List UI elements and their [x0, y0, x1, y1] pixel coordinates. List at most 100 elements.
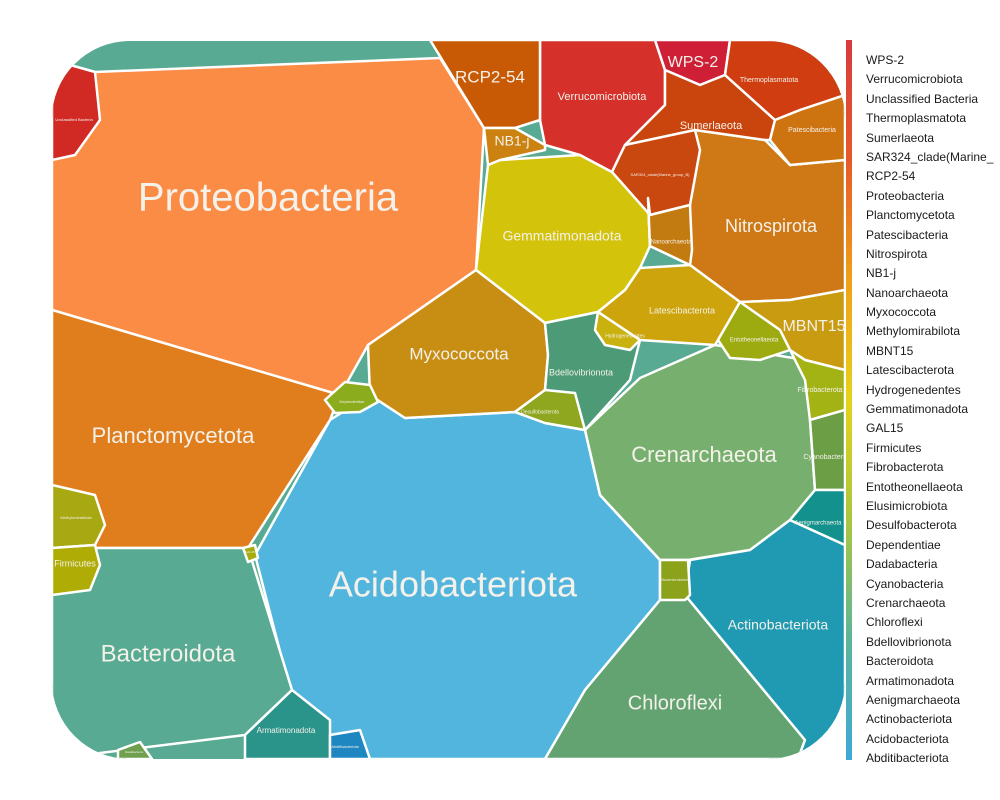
- cell-actinobacteriota: [683, 518, 845, 759]
- legend-item-planctomycetota: Planctomycetota: [866, 208, 955, 223]
- cell-label-actinobacteriota: Actinobacteriota: [728, 617, 829, 633]
- cell-label-bacteroidota: Bacteroidota: [101, 640, 236, 667]
- legend-item-aenigmarchaeota: Aenigmarchaeota: [866, 692, 961, 707]
- cell-label-hydrogenedentes: Hydrogenedentes: [605, 333, 645, 339]
- cell-sumerlaeota: [623, 68, 777, 147]
- cell-label-armatimonadota: Armatimonadota: [257, 726, 316, 735]
- cell-label-nanoarchaeota: Nanoarchaeota: [650, 240, 692, 246]
- legend-item-nitrospirota: Nitrospirota: [866, 246, 928, 261]
- cell-label-firmicutes: Firmicutes: [54, 558, 96, 568]
- cell-label-unclassified-bacteria: Unclassified Bacteria: [55, 117, 93, 122]
- cell-label-crenarchaeota: Crenarchaeota: [631, 442, 777, 467]
- legend-item-rcp2-54: RCP2-54: [866, 169, 916, 184]
- legend-item-myxococcota: Myxococcota: [866, 305, 937, 320]
- cell-label-nitrospirota: Nitrospirota: [725, 216, 818, 236]
- cell-label-abditibacteriota: Abditibacteriota: [331, 744, 359, 749]
- legend-item-gal15: GAL15: [866, 421, 904, 436]
- cell-label-myxococcota: Myxococcota: [409, 344, 509, 363]
- cell-label-gemmatimonadota: Gemmatimonadota: [502, 228, 621, 244]
- cell-label-fibrobacterota: Fibrobacterota: [797, 387, 842, 394]
- cell-hydrogenedentes: [593, 310, 642, 352]
- cell-label-sumerlaeota: Sumerlaeota: [680, 120, 743, 132]
- legend-item-sar324-clade-marine: SAR324_clade(Marine_: [866, 149, 994, 164]
- legend-item-firmicutes: Firmicutes: [866, 440, 922, 455]
- cell-unclassified-bacteria: [52, 58, 102, 162]
- cell-dependentiae: [323, 380, 380, 415]
- cell-label-chloroflexi: Chloroflexi: [628, 692, 722, 714]
- cell-nanoarchaeota: [646, 196, 694, 267]
- cell-label-dadabacteria: Dadabacteria: [125, 750, 143, 754]
- legend-item-actinobacteriota: Actinobacteriota: [866, 712, 953, 727]
- cell-label-sar324-clade-marine-group-b: SAR324_clade(Marine_group_B): [631, 172, 691, 177]
- legend-item-thermoplasmatota: Thermoplasmatota: [866, 111, 967, 126]
- treemap-labels: Proteobacteria Acidobacteriota Planctomyce…: [54, 54, 848, 754]
- legend-item-armatimonadota: Armatimonadota: [866, 673, 955, 688]
- cell-cyanobacteria: [808, 408, 845, 492]
- cell-dadabacteria: [116, 740, 154, 759]
- cell-nb1-j: [482, 126, 547, 167]
- cell-rcp2-54: [428, 41, 542, 130]
- legend-item-crenarchaeota: Crenarchaeota: [866, 595, 946, 610]
- legend-item-hydrogenedentes: Hydrogenedentes: [866, 382, 961, 397]
- cell-label-wps-2: WPS-2: [668, 54, 719, 71]
- cell-label-latescibacterota: Latescibacterota: [649, 305, 715, 315]
- cell-planctomycetota: [52, 308, 342, 550]
- cell-label-rcp2-54: RCP2-54: [455, 67, 525, 86]
- legend-item-bacteroidota: Bacteroidota: [866, 654, 934, 669]
- legend-item-cyanobacteria: Cyanobacteria: [866, 576, 944, 591]
- cell-label-desulfobacterota: Desulfobacterota: [521, 409, 559, 415]
- legend-item-gemmatimonadota: Gemmatimonadota: [866, 402, 969, 417]
- legend-color-bar: [846, 40, 852, 760]
- treemap-cells: [52, 41, 845, 759]
- legend-item-desulfobacterota: Desulfobacterota: [866, 518, 957, 533]
- legend-item-acidobacteriota: Acidobacteriota: [866, 731, 949, 746]
- cell-fibrobacterota: [788, 348, 845, 422]
- cell-label-methylomirabilota: Methylomirabilota: [60, 515, 92, 520]
- legend-item-nb1-j: NB1-j: [866, 266, 897, 281]
- legend-item-proteobacteria: Proteobacteria: [866, 188, 945, 203]
- legend-item-nanoarchaeota: Nanoarchaeota: [866, 285, 949, 300]
- cell-methylomirabilota: [52, 483, 107, 550]
- legend-item-dadabacteria: Dadabacteria: [866, 557, 938, 572]
- cell-label-planctomycetota: Planctomycetota: [92, 423, 255, 448]
- cell-patescibacteria: [768, 93, 845, 167]
- legend-item-chloroflexi: Chloroflexi: [866, 615, 923, 630]
- legend-item-elusimicrobiota: Elusimicrobiota: [866, 498, 948, 513]
- cell-elusimicrobiota: [658, 558, 692, 602]
- cell-label-thermoplasmatota: Thermoplasmatota: [740, 77, 798, 84]
- cell-label-cyanobacteria: Cyanobacteria: [803, 454, 848, 461]
- cell-label-entotheonellaeota: Entotheonellaeota: [730, 338, 779, 344]
- legend-item-patescibacteria: Patescibacteria: [866, 227, 949, 242]
- cell-gal15: [241, 543, 260, 564]
- legend-item-wps-2: WPS-2: [866, 53, 905, 67]
- cell-label-dependentiae: Dependentiae: [340, 399, 366, 404]
- legend-item-bdellovibrionota: Bdellovibrionota: [866, 634, 952, 649]
- legend-item-fibrobacterota: Fibrobacterota: [866, 460, 944, 475]
- cell-label-verrucomicrobiota: Verrucomicrobiota: [558, 91, 648, 103]
- cell-label-mbnt15: MBNT15: [782, 318, 845, 335]
- cell-label-gal15: GAL15: [245, 550, 255, 554]
- legend-item-abditibacteriota: Abditibacteriota: [866, 751, 949, 766]
- legend-item-sumerlaeota: Sumerlaeota: [866, 130, 935, 145]
- cell-label-elusimicrobiota: Elusimicrobiota: [660, 577, 688, 582]
- cell-desulfobacterota: [513, 388, 587, 432]
- cell-abditibacteriota: [328, 728, 372, 759]
- legend-item-verrucomicrobiota: Verrucomicrobiota: [866, 72, 963, 87]
- cell-latescibacterota: [596, 263, 742, 347]
- cell-label-bdellovibrionota: Bdellovibrionota: [549, 367, 613, 377]
- legend-item-mbnt15: MBNT15: [866, 343, 914, 358]
- cell-label-aenigmarchaeota: Aenigmarchaeota: [794, 521, 842, 527]
- cell-label-patescibacteria: Patescibacteria: [788, 127, 836, 134]
- cell-firmicutes: [52, 543, 102, 597]
- legend-item-dependentiae: Dependentiae: [866, 537, 941, 552]
- cell-label-proteobacteria: Proteobacteria: [138, 176, 399, 220]
- cell-aenigmarchaeota: [788, 488, 845, 547]
- cell-label-nb1-j: NB1-j: [494, 133, 529, 149]
- legend-item-methylomirabilota: Methylomirabilota: [866, 324, 961, 339]
- legend: WPS-2 Verrucomicrobiota Unclassified Bacte…: [866, 51, 1000, 768]
- legend-item-unclassified-bacteria: Unclassified Bacteria: [866, 91, 979, 106]
- legend-item-latescibacterota: Latescibacterota: [866, 363, 955, 378]
- legend-item-entotheonellaeota: Entotheonellaeota: [866, 479, 963, 494]
- cell-label-acidobacteriota: Acidobacteriota: [329, 564, 578, 605]
